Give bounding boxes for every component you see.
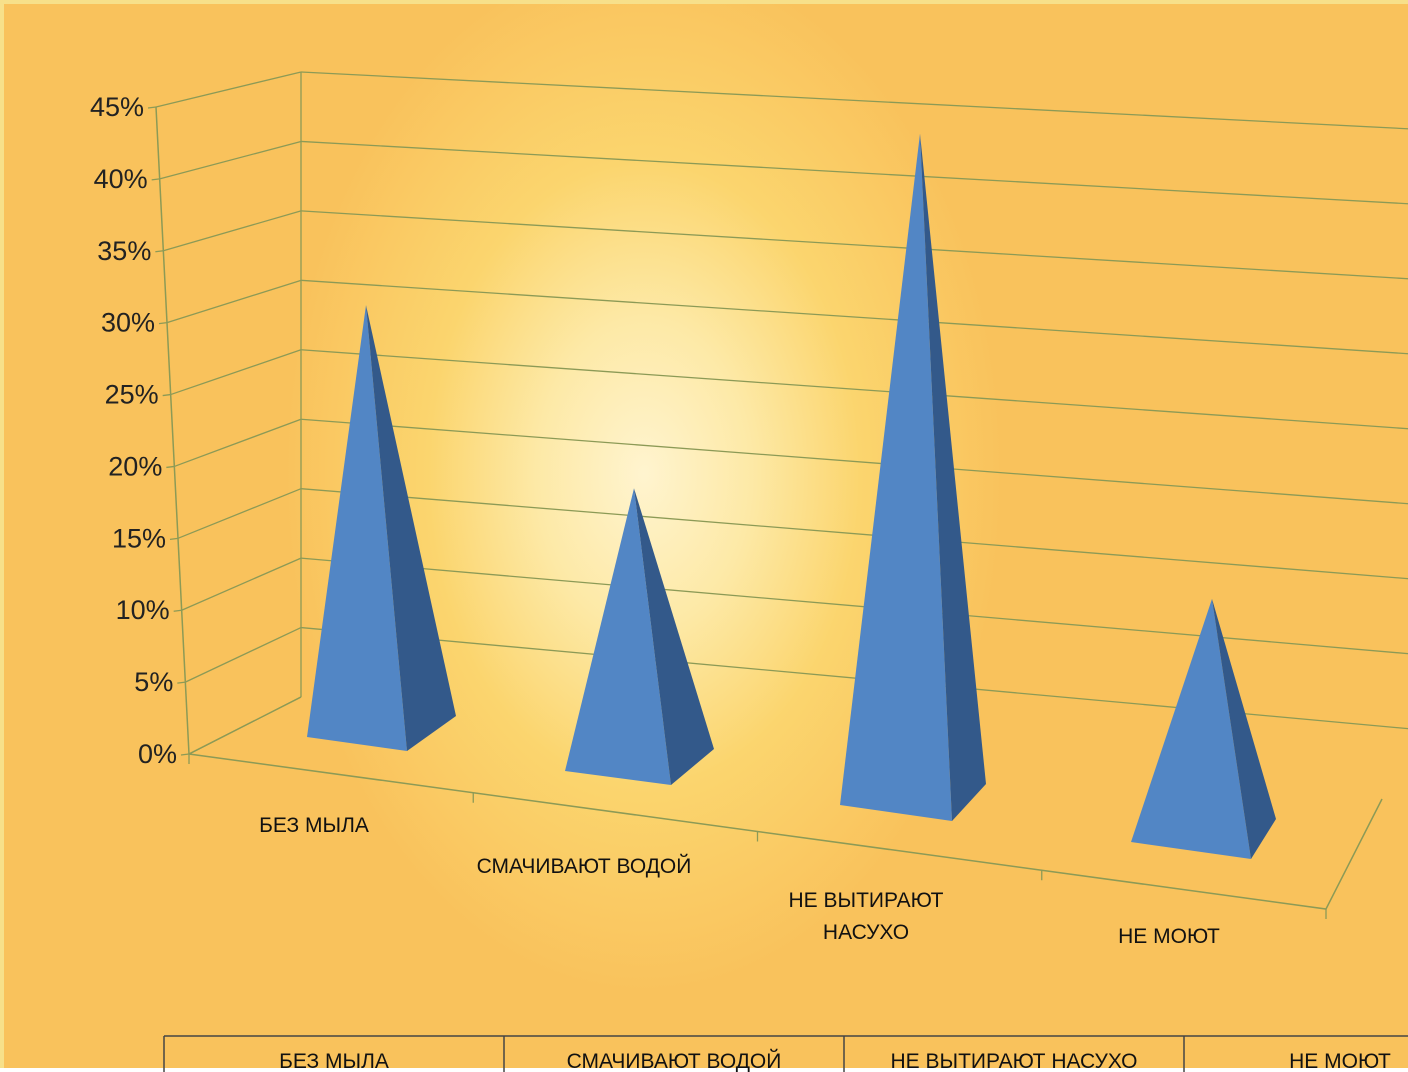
back-gridline xyxy=(300,210,1408,280)
y-tick-mark xyxy=(169,537,179,540)
floor-side-edge xyxy=(188,696,302,755)
side-gridline xyxy=(155,71,302,108)
side-gridline xyxy=(166,279,302,324)
category-label: БЕЗ МЫЛА xyxy=(259,814,369,837)
category-label: НЕ ВЫТИРАЮТ xyxy=(789,889,944,912)
side-gridline xyxy=(159,140,302,180)
side-gridline xyxy=(185,626,302,683)
side-gridline xyxy=(174,418,302,468)
back-gridline xyxy=(300,279,1408,355)
y-tick-mark xyxy=(162,393,171,397)
back-gridline xyxy=(300,140,1408,205)
y-tick-label: 35% xyxy=(97,236,151,266)
y-tick-labels: 0% 5% 10% 15% 20% 25% 30% 35% 40% 45% xyxy=(90,92,177,769)
back-gridline xyxy=(300,418,1408,505)
side-gridline xyxy=(170,349,302,396)
side-gridline xyxy=(177,488,302,539)
pyramid-front-face xyxy=(307,305,407,751)
y-tick-mark xyxy=(147,106,157,109)
y-tick-label: 40% xyxy=(94,164,148,194)
y-tick-label: 10% xyxy=(116,595,170,625)
y-tick-mark xyxy=(151,178,160,181)
y-tick-label: 45% xyxy=(90,92,144,122)
y-tick-mark xyxy=(158,322,168,325)
side-gridline xyxy=(181,557,302,611)
y-tick-label: 0% xyxy=(138,739,177,769)
category-label: НАСУХО xyxy=(823,921,909,944)
category-labels: БЕЗ МЫЛА СМАЧИВАЮТ ВОДОЙ НЕ ВЫТИРАЮТ НАСУХО… xyxy=(259,814,1220,948)
pyramid-chart: 0% 5% 10% 15% 20% 25% 30% 35% 40% 45% БЕЗ МЫЛА СМА… xyxy=(90,71,1408,1072)
data-table: БЕЗ МЫЛА СМАЧИВАЮТ ВОДОЙ НЕ ВЫТИРАЮТ НАСУХ… xyxy=(163,1035,1408,1072)
pyramid-side-face xyxy=(1212,598,1276,859)
table-header-cell: НЕ МОЮТ xyxy=(1289,1050,1391,1072)
back-gridline xyxy=(300,349,1408,430)
table-header-cell: НЕ ВЫТИРАЮТ НАСУХО xyxy=(891,1050,1138,1072)
axes xyxy=(147,72,1383,919)
pyramid-side-face xyxy=(366,305,456,751)
table-header-cell: СМАЧИВАЮТ ВОДОЙ xyxy=(567,1049,782,1072)
side-gridline xyxy=(163,210,302,252)
y-tick-label: 5% xyxy=(134,667,173,697)
y-tick-label: 15% xyxy=(112,523,166,553)
back-gridline xyxy=(300,557,1408,655)
y-tick-label: 20% xyxy=(108,451,162,481)
back-gridline xyxy=(300,71,1408,130)
y-tick-mark xyxy=(180,753,190,756)
pyramid-side-face xyxy=(920,133,986,822)
table-header-cell: БЕЗ МЫЛА xyxy=(279,1050,389,1072)
pyramid-side-face xyxy=(634,488,714,785)
pyramid-front-face xyxy=(565,488,671,785)
category-label: СМАЧИВАЮТ ВОДОЙ xyxy=(477,854,692,878)
y-tick-label: 25% xyxy=(105,380,159,410)
pyramid-front-face xyxy=(840,133,952,822)
y-tick-mark xyxy=(177,681,186,684)
y-tick-mark xyxy=(155,250,164,253)
y-tick-label: 30% xyxy=(101,308,155,338)
category-label: НЕ МОЮТ xyxy=(1118,925,1220,948)
y-axis-line xyxy=(155,106,190,755)
back-gridline xyxy=(300,488,1408,580)
gridlines xyxy=(155,71,1408,755)
pyramids xyxy=(307,133,1276,859)
y-tick-mark xyxy=(173,609,182,612)
pyramid-front-face xyxy=(1131,598,1251,859)
y-tick-mark xyxy=(166,465,175,469)
